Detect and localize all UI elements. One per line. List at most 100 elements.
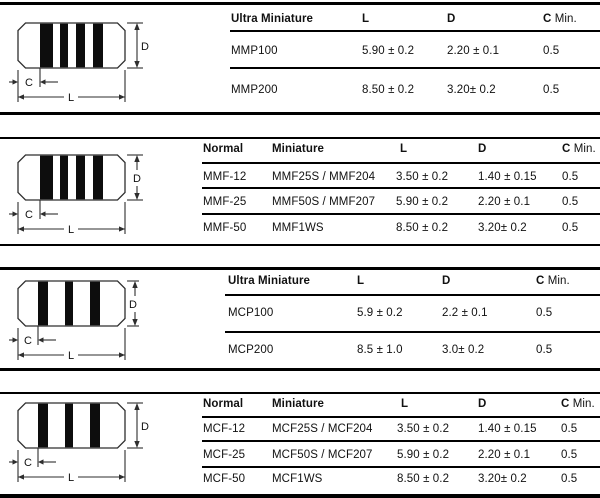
- header-cell: C Min.: [562, 143, 596, 155]
- table-cell: 3.20± 0.2: [478, 473, 527, 485]
- dim-label-c: C: [24, 457, 32, 469]
- dimension-l: L: [18, 70, 126, 104]
- table-rule: [230, 67, 600, 69]
- table-cell: 0.5: [561, 473, 578, 485]
- table-cell: MMP200: [231, 84, 278, 96]
- table-row: MMF-50 MMF1WS 8.50 ± 0.2 3.20± 0.2 0.5: [0, 220, 600, 236]
- dim-label-d: D: [133, 173, 141, 185]
- section-divider: [0, 368, 600, 371]
- table-rule: [202, 162, 600, 164]
- table-header-row: Ultra Miniature L D C Min.: [0, 11, 600, 27]
- table-row: MMP200 8.50 ± 0.2 3.20± 0.2 0.5: [0, 82, 600, 98]
- table-cell: 3.0± 0.2: [442, 344, 485, 356]
- table-header-row: Ultra Miniature L D C Min.: [0, 273, 600, 289]
- table-cell: MCF50S / MCF207: [272, 449, 373, 461]
- header-cell: L: [362, 13, 370, 25]
- resistor-bands: [40, 23, 103, 68]
- table-cell: 0.5: [561, 423, 578, 435]
- table-cell: MMP100: [231, 45, 278, 57]
- table-cell: 8.50 ± 0.2: [397, 473, 450, 485]
- dim-label-l: L: [68, 472, 74, 484]
- resistor-bands: [40, 155, 103, 200]
- table-cell: 0.5: [536, 307, 553, 319]
- dimension-d: D: [127, 280, 139, 327]
- table-row: MCP200 8.5 ± 1.0 3.0± 0.2 0.5: [0, 342, 600, 358]
- section-divider: [0, 392, 600, 394]
- table-cell: MMF-25: [203, 196, 247, 208]
- dim-label-d: D: [129, 299, 137, 311]
- header-cell: D: [478, 143, 487, 155]
- section-divider: [0, 137, 600, 139]
- table-cell: MCF-25: [203, 449, 246, 461]
- header-cell: C Min.: [536, 275, 570, 287]
- table-cell: 3.50 ± 0.2: [397, 423, 450, 435]
- table-cell: 2.20 ± 0.1: [478, 449, 531, 461]
- table-cell: 8.5 ± 1.0: [357, 344, 403, 356]
- table-cell: 1.40 ± 0.15: [478, 171, 537, 183]
- page-bottom-border: [0, 494, 600, 498]
- resistor-bands: [38, 281, 100, 326]
- table-cell: 1.40 ± 0.15: [478, 423, 537, 435]
- table-row: MMP100 5.90 ± 0.2 2.20 ± 0.1 0.5: [0, 43, 600, 59]
- section-divider: [0, 112, 600, 115]
- header-cell: L: [401, 398, 409, 410]
- resistor-diagram: D C L: [9, 154, 143, 236]
- dim-label-d: D: [141, 41, 149, 53]
- section-divider: [0, 267, 600, 270]
- table-cell: 0.5: [543, 84, 560, 96]
- table-rule: [230, 30, 600, 32]
- dim-label-c: C: [25, 209, 33, 221]
- header-cell: Ultra Miniature: [228, 275, 311, 287]
- table-cell: 5.90 ± 0.2: [397, 449, 450, 461]
- table-cell: MMF50S / MMF207: [272, 196, 376, 208]
- table-cell: MMF-50: [203, 222, 247, 234]
- table-cell: 3.20± 0.2: [447, 84, 496, 96]
- table-cell: 0.5: [543, 45, 560, 57]
- header-cell: L: [357, 275, 365, 287]
- dimension-l: L: [18, 450, 126, 484]
- table-row: MCF-12 MCF25S / MCF204 3.50 ± 0.2 1.40 ±…: [0, 421, 600, 437]
- table-rule: [202, 213, 600, 215]
- dimension-c: C: [9, 326, 56, 360]
- dim-label-d: D: [141, 421, 149, 433]
- dim-label-l: L: [68, 350, 74, 362]
- header-cell: Normal: [203, 398, 244, 410]
- dim-label-l: L: [68, 92, 74, 104]
- table-cell: 8.50 ± 0.2: [396, 222, 449, 234]
- table-rule: [202, 416, 600, 418]
- header-cell: Miniature: [272, 398, 325, 410]
- table-header-row: Normal Miniature L D C Min.: [0, 396, 600, 412]
- header-cell: Normal: [203, 143, 244, 155]
- table-cell: MCF-50: [203, 473, 246, 485]
- dimension-d: D: [127, 402, 149, 449]
- resistor-bands: [38, 403, 100, 448]
- dimension-l: L: [18, 202, 126, 236]
- table-cell: 8.50 ± 0.2: [362, 84, 415, 96]
- dimension-d: D: [127, 22, 149, 69]
- dim-label-c: C: [25, 77, 33, 89]
- table-cell: 0.5: [561, 449, 578, 461]
- dimension-d: D: [127, 154, 143, 201]
- table-cell: 5.9 ± 0.2: [357, 307, 403, 319]
- resistor-diagram: D C L: [9, 402, 149, 484]
- page-top-border: [0, 2, 600, 5]
- table-cell: MMF1WS: [272, 222, 324, 234]
- table-rule: [202, 466, 600, 468]
- table-cell: MMF-12: [203, 171, 247, 183]
- header-cell: C Min.: [561, 398, 595, 410]
- table-cell: MCF1WS: [272, 473, 323, 485]
- table-header-row: Normal Miniature L D C Min.: [0, 141, 600, 157]
- table-rule: [202, 187, 600, 189]
- table-row: MCP100 5.9 ± 0.2 2.2 ± 0.1 0.5: [0, 305, 600, 321]
- resistor-diagram: D C L: [9, 280, 139, 362]
- table-row: MCF-25 MCF50S / MCF207 5.90 ± 0.2 2.20 ±…: [0, 447, 600, 463]
- table-cell: 5.90 ± 0.2: [396, 196, 449, 208]
- table-cell: 0.5: [562, 222, 579, 234]
- table-rule: [225, 294, 600, 296]
- table-cell: MCF25S / MCF204: [272, 423, 373, 435]
- table-cell: 3.50 ± 0.2: [396, 171, 449, 183]
- table-cell: 2.20 ± 0.1: [478, 196, 531, 208]
- resistor-diagram: D C L: [9, 22, 149, 104]
- table-cell: 5.90 ± 0.2: [362, 45, 415, 57]
